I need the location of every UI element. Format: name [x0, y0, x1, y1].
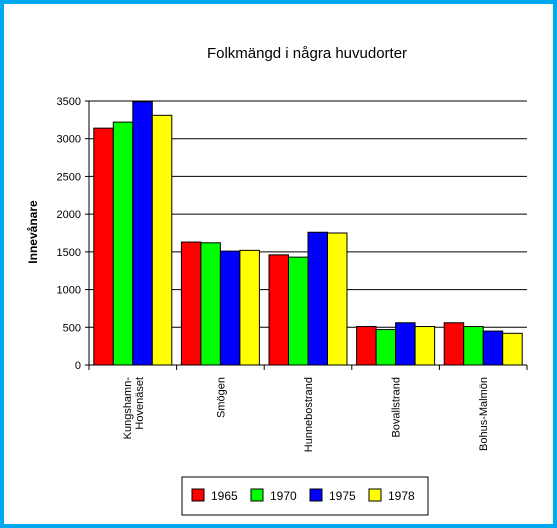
- x-tick-label-text: Bovallstrand: [391, 377, 403, 438]
- bar-1975-3: [395, 322, 416, 366]
- y-tick-label: 2000: [57, 209, 81, 221]
- axes: [85, 100, 528, 370]
- bar-1978-3: [414, 326, 436, 366]
- bar-1970-0: [112, 121, 134, 366]
- legend-item-1970: 1970: [250, 488, 297, 503]
- x-tick-labels: Kungshamn-Hovenäset Smögen Hunnebostrand Bo…: [122, 377, 490, 453]
- legend-swatch: [368, 488, 382, 502]
- bar-1978-2: [327, 232, 348, 366]
- legend-item-1975: 1975: [309, 488, 356, 503]
- y-tick-label: 500: [63, 322, 81, 334]
- bars: [93, 101, 523, 366]
- y-tick-labels: 0 500 1000 1500 2000 2500 3000 3500: [57, 96, 81, 372]
- bar-1965-4: [443, 322, 465, 366]
- x-tick-label-text: Bohus-Malmön: [478, 377, 490, 451]
- y-tick-label: 1000: [57, 285, 81, 297]
- x-tick-label-text: Smögen: [215, 377, 227, 418]
- x-tick-label-text: Kungshamn-Hovenäset: [122, 377, 146, 440]
- y-tick-label: 2500: [57, 171, 81, 183]
- bar-1978-0: [151, 114, 173, 366]
- x-tick-label: Hunnebostrand: [303, 377, 315, 452]
- y-axis-label: Innevånare: [26, 200, 40, 264]
- y-tick-label: 3500: [57, 96, 81, 108]
- bar-1970-4: [463, 326, 484, 366]
- bar-1965-3: [356, 326, 377, 366]
- y-tick-label: 1500: [57, 247, 81, 259]
- chart-title: Folkmängd i några huvudorter: [207, 45, 407, 62]
- legend-item-1965: 1965: [191, 488, 238, 503]
- y-tick-label: 3000: [57, 134, 81, 146]
- bar-1978-1: [239, 249, 260, 366]
- bar-1970-1: [200, 242, 221, 366]
- bar-1965-1: [180, 241, 202, 366]
- bar-1970-3: [375, 329, 397, 366]
- legend-box: [181, 476, 429, 516]
- legend-item-1978: 1978: [368, 488, 415, 503]
- legend-label: 1970: [270, 489, 297, 503]
- legend-swatch: [191, 488, 205, 502]
- bar-1975-0: [132, 101, 153, 366]
- bar-1970-2: [288, 256, 309, 366]
- bar-1978-4: [502, 332, 523, 366]
- legend-label: 1975: [329, 489, 356, 503]
- y-tick-label: 0: [75, 360, 81, 372]
- bar-1975-4: [482, 330, 504, 366]
- x-tick-label-text: Hunnebostrand: [303, 377, 315, 452]
- legend-label: 1978: [388, 489, 415, 503]
- x-tick-label: Kungshamn-Hovenäset: [122, 377, 146, 440]
- x-tick-label: Bohus-Malmön: [478, 377, 490, 451]
- legend-swatch: [309, 488, 323, 502]
- bar-1975-1: [219, 250, 241, 366]
- bar-1965-0: [93, 127, 114, 366]
- legend-label: 1965: [211, 489, 238, 503]
- legend: 1965 1970 1975 1978: [181, 476, 429, 516]
- bar-1975-2: [307, 231, 328, 366]
- legend-swatch: [250, 488, 264, 502]
- x-tick-label: Smögen: [215, 377, 227, 418]
- x-tick-label: Bovallstrand: [391, 377, 403, 438]
- bar-1965-2: [268, 254, 289, 366]
